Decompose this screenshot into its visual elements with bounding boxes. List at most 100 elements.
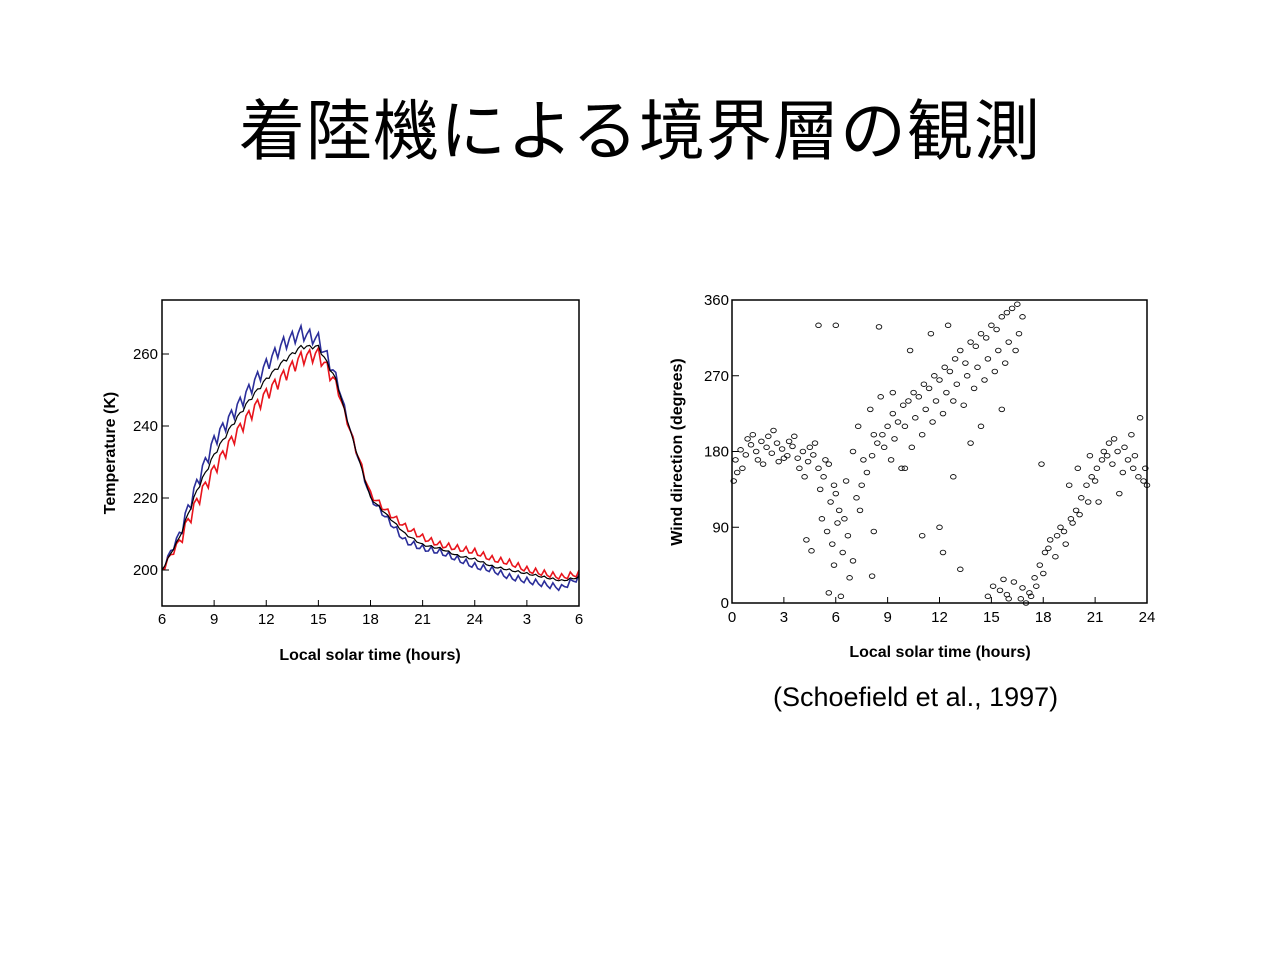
temperature-series-line-2 [161,344,580,582]
wind-data-point [1005,596,1012,602]
wind-data-point [1053,532,1061,539]
wind-data-point [1000,576,1007,583]
wind-data-point [870,431,878,438]
wind-data-point [944,322,952,329]
wind-data-point [920,381,928,387]
wind-data-point [977,330,985,337]
wind-x-tick-label: 0 [728,609,736,626]
wind-data-point [1001,360,1009,366]
wind-data-point [1057,524,1064,531]
wind-y-tick-label: 180 [704,444,729,461]
wind-data-point [832,322,840,329]
wind-data-point [829,541,836,547]
wind-data-point [830,562,838,568]
wind-data-point [742,452,750,458]
wind-data-point [1031,575,1038,581]
wind-data-point [932,398,940,404]
wind-data-point [991,368,999,375]
wind-data-point [880,444,888,451]
wind-data-point [879,431,886,438]
wind-data-point [1078,495,1085,501]
wind-data-point [957,566,964,573]
wind-data-point [820,474,827,480]
wind-data-point [749,431,757,438]
wind-data-point [982,335,990,341]
wind-data-point [906,347,914,354]
wind-data-point [1116,490,1123,497]
wind-y-tick-label: 0 [721,595,729,612]
wind-data-point [841,516,848,522]
temperature-x-tick-label: 6 [158,611,166,628]
wind-data-point [1103,452,1111,459]
wind-data-point [775,458,782,465]
temperature-x-tick-label: 24 [466,611,483,628]
temperature-x-tick-label: 12 [258,611,275,628]
wind-data-point [912,415,919,421]
wind-data-point [815,322,822,329]
wind-data-point [894,419,902,425]
wind-data-point [915,394,923,400]
wind-data-point [936,524,943,531]
wind-data-point [1091,478,1099,484]
wind-data-point [972,343,980,350]
wind-data-point [1033,583,1040,589]
wind-data-point [752,448,760,455]
wind-data-point [759,461,767,467]
wind-data-point [763,444,770,451]
wind-data-point [1017,596,1025,602]
wind-data-point [823,528,831,535]
wind-data-point [993,326,1000,333]
wind-data-point [785,438,793,445]
wind-y-axis-label: Wind direction (degrees) [669,358,686,545]
wind-y-tick-label: 270 [704,368,729,385]
wind-data-point [1142,465,1149,472]
wind-data-point [1015,330,1023,337]
temperature-x-tick-label: 15 [310,611,327,628]
wind-data-point [839,549,846,556]
wind-data-point [858,482,865,488]
wind-data-point [960,402,967,408]
wind-data-point [1060,528,1068,535]
wind-data-point [854,423,862,430]
wind-data-point [874,440,881,446]
temperature-series-line-1 [161,345,580,581]
wind-data-point [1041,549,1049,556]
wind-data-point [1045,545,1052,552]
wind-data-point [918,431,926,438]
wind-data-point [835,507,843,514]
temperature-x-tick-label: 6 [575,611,583,628]
wind-data-point [744,436,751,442]
wind-data-point [803,537,810,543]
wind-data-point [901,465,909,472]
wind-data-point [974,364,981,371]
wind-x-tick-label: 24 [1139,609,1156,626]
wind-data-point [1027,593,1035,600]
wind-data-point [765,433,772,440]
wind-data-point [936,377,943,383]
wind-data-point [884,423,891,430]
wind-data-point [1005,339,1012,345]
wind-data-point [849,448,857,455]
wind-data-point [1131,452,1139,459]
wind-data-point [922,406,929,413]
wind-data-point [825,590,833,596]
wind-data-point [768,450,776,456]
citation: (Schoefield et al., 1997) [773,682,1059,712]
wind-data-point [1110,436,1118,442]
slide-title: 着陸機による境界層の観測 [238,93,1042,170]
wind-data-point [794,455,801,461]
wind-data-point [754,457,762,463]
wind-data-point [737,447,744,453]
wind-data-point [996,587,1004,594]
wind-data-point [941,364,948,371]
wind-x-tick-label: 6 [832,609,840,626]
wind-data-point [1052,553,1059,560]
wind-data-point [789,443,796,450]
wind-x-axis-label: Local solar time (hours) [849,644,1030,661]
wind-data-point [1040,570,1047,577]
wind-data-point [1069,520,1076,526]
wind-data-point [887,457,895,463]
wind-data-point [837,593,845,600]
wind-data-point [732,457,739,463]
wind-data-point [962,360,969,366]
